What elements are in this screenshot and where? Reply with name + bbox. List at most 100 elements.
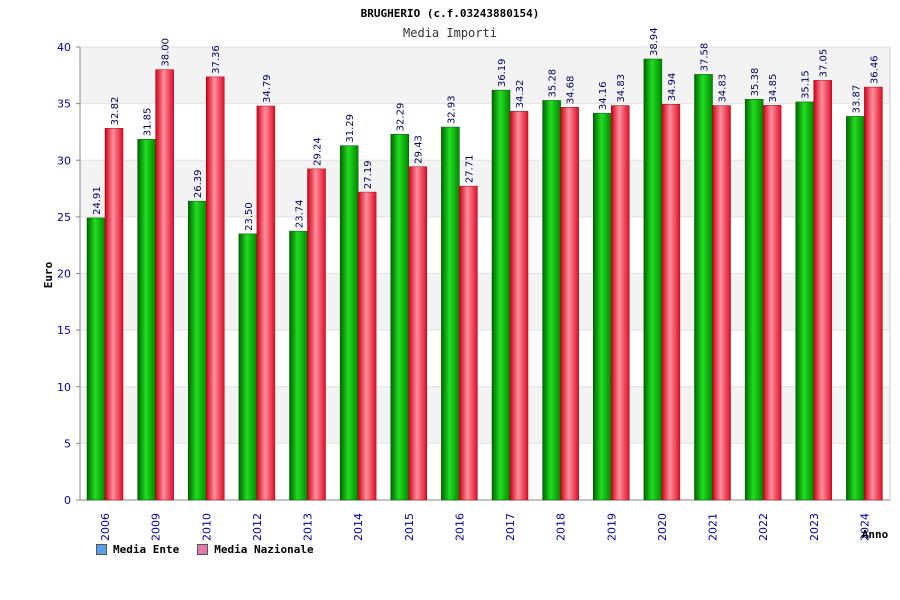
bar-media-nazionale (661, 104, 681, 501)
legend-item-media-nazionale: Media Nazionale (197, 543, 314, 556)
bar-media-ente (390, 134, 409, 501)
bar-media-nazionale (307, 168, 326, 501)
bar-media-ente (441, 126, 460, 501)
data-label: 36.19 (497, 59, 508, 88)
bar-media-ente (289, 230, 308, 501)
data-label: 23.50 (244, 202, 255, 231)
bar-media-nazionale (611, 105, 630, 501)
legend-label: Media Ente (113, 543, 180, 556)
data-label: 37.36 (211, 45, 222, 74)
data-label: 34.68 (566, 76, 577, 105)
data-label: 37.58 (700, 43, 711, 72)
data-label: 36.46 (869, 55, 880, 84)
data-label: 32.29 (396, 103, 407, 132)
data-label: 34.94 (667, 73, 678, 102)
bar-media-nazionale (712, 105, 731, 501)
y-tick-label: 35 (57, 98, 71, 111)
bar-media-ente (846, 116, 865, 501)
bar-media-ente (542, 100, 561, 501)
bar-media-nazionale (206, 76, 225, 501)
data-label: 34.85 (768, 74, 779, 103)
y-tick-label: 25 (57, 211, 71, 224)
y-tick-label: 20 (57, 268, 71, 281)
chart-title: BRUGHERIO (c.f.03243880154) (361, 7, 540, 20)
bar-media-nazionale (762, 105, 782, 501)
x-tick-label: 2020 (656, 513, 669, 541)
bar-media-nazionale (408, 166, 427, 501)
x-tick-label: 2017 (504, 513, 517, 541)
x-tick-label: 2022 (757, 513, 770, 541)
bar-media-nazionale (104, 128, 124, 501)
x-tick-label: 2015 (403, 513, 416, 541)
bar-media-nazionale (155, 69, 174, 501)
data-label: 31.85 (143, 108, 154, 137)
data-label: 32.82 (110, 97, 121, 126)
bar-media-nazionale (357, 191, 377, 501)
x-tick-label: 2019 (605, 513, 618, 541)
bar-media-ente (744, 99, 764, 501)
data-label: 33.87 (851, 85, 862, 114)
x-tick-label: 2014 (352, 513, 365, 541)
y-axis-label: Euro (42, 261, 55, 288)
data-label: 37.05 (819, 49, 830, 78)
legend-item-media-ente: Media Ente (96, 543, 179, 556)
bar-media-ente (188, 200, 207, 501)
data-label: 27.19 (363, 160, 374, 189)
y-tick-label: 30 (57, 154, 71, 167)
bar-media-ente (238, 233, 258, 501)
bar-media-nazionale (560, 106, 579, 501)
bar-media-ente (86, 217, 106, 501)
bar-media-nazionale (864, 86, 883, 501)
legend: Media Ente Media Nazionale (96, 543, 314, 556)
data-label: 34.83 (718, 74, 729, 103)
bar-media-ente (795, 101, 814, 501)
y-tick-label: 40 (57, 41, 71, 54)
data-label: 29.43 (414, 135, 425, 164)
data-labels: 24.91 32.82 31.85 38.00 26.39 37.36 23.50 34.79… (92, 27, 880, 230)
bars (86, 58, 883, 501)
x-axis-ticks: 2006 2009 2010 2012 2013 2014 2015 2016 2017 2018… (99, 513, 871, 541)
x-tick-label: 2006 (99, 513, 112, 541)
x-tick-label: 2024 (858, 513, 871, 541)
y-tick-label: 0 (64, 494, 71, 507)
legend-swatch (197, 544, 209, 555)
data-label: 38.00 (161, 38, 172, 67)
chart-subtitle: Media Importi (403, 26, 497, 40)
data-label: 23.74 (295, 200, 306, 229)
data-label: 35.38 (750, 68, 761, 97)
x-tick-label: 2021 (707, 513, 720, 541)
bar-media-ente (491, 89, 511, 501)
x-tick-label: 2013 (302, 513, 315, 541)
bar-media-ente (593, 112, 612, 501)
x-tick-label: 2010 (200, 513, 213, 541)
x-tick-label: 2016 (453, 513, 466, 541)
bar-media-ente (694, 74, 713, 501)
data-label: 34.83 (616, 74, 627, 103)
x-tick-label: 2023 (808, 513, 821, 541)
data-label: 24.91 (92, 186, 103, 215)
data-label: 29.24 (313, 137, 324, 166)
x-tick-label: 2009 (150, 513, 163, 541)
legend-label: Media Nazionale (214, 543, 314, 556)
y-tick-label: 5 (64, 437, 71, 450)
data-label: 35.15 (801, 70, 812, 99)
bar-media-ente (137, 139, 156, 501)
bar-media-ente (643, 58, 663, 501)
bar-media-nazionale (459, 185, 478, 501)
x-axis-label: Anno (862, 528, 889, 541)
data-label: 34.16 (598, 81, 609, 110)
data-label: 34.79 (262, 74, 273, 103)
legend-swatch (96, 544, 107, 555)
x-tick-label: 2018 (555, 513, 568, 541)
data-label: 26.39 (193, 169, 204, 198)
y-tick-label: 10 (57, 381, 71, 394)
data-label: 27.71 (464, 155, 475, 184)
bar-media-nazionale (813, 80, 832, 501)
y-axis-ticks: 0 5 10 15 20 25 30 35 40 (57, 41, 71, 507)
x-tick-label: 2012 (251, 513, 264, 541)
bar-media-nazionale (509, 111, 529, 501)
data-label: 32.93 (446, 95, 457, 124)
bar-media-ente (339, 145, 359, 501)
y-tick-label: 15 (57, 324, 71, 337)
